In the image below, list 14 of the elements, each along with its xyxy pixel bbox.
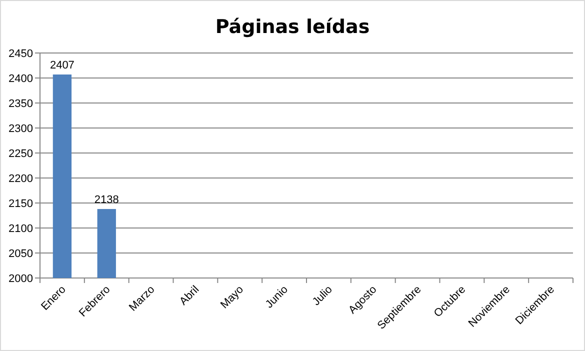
chart-title: Páginas leídas	[215, 16, 370, 38]
y-tick-label: 2300	[8, 122, 33, 135]
x-tick-label: Julio	[310, 284, 335, 308]
y-tick-label: 2100	[8, 222, 33, 235]
y-tick-label: 2000	[8, 272, 33, 285]
y-tick-label: 2450	[8, 48, 33, 60]
y-tick-label: 2250	[8, 148, 33, 160]
data-label: 2407	[50, 60, 74, 72]
y-tick-label: 2350	[8, 98, 33, 110]
y-tick-label: 2400	[8, 72, 33, 85]
data-label: 2138	[94, 194, 119, 206]
y-tick-label: 2200	[8, 172, 33, 185]
y-tick-label: 2150	[8, 198, 33, 210]
y-tick-label: 2050	[8, 248, 33, 260]
